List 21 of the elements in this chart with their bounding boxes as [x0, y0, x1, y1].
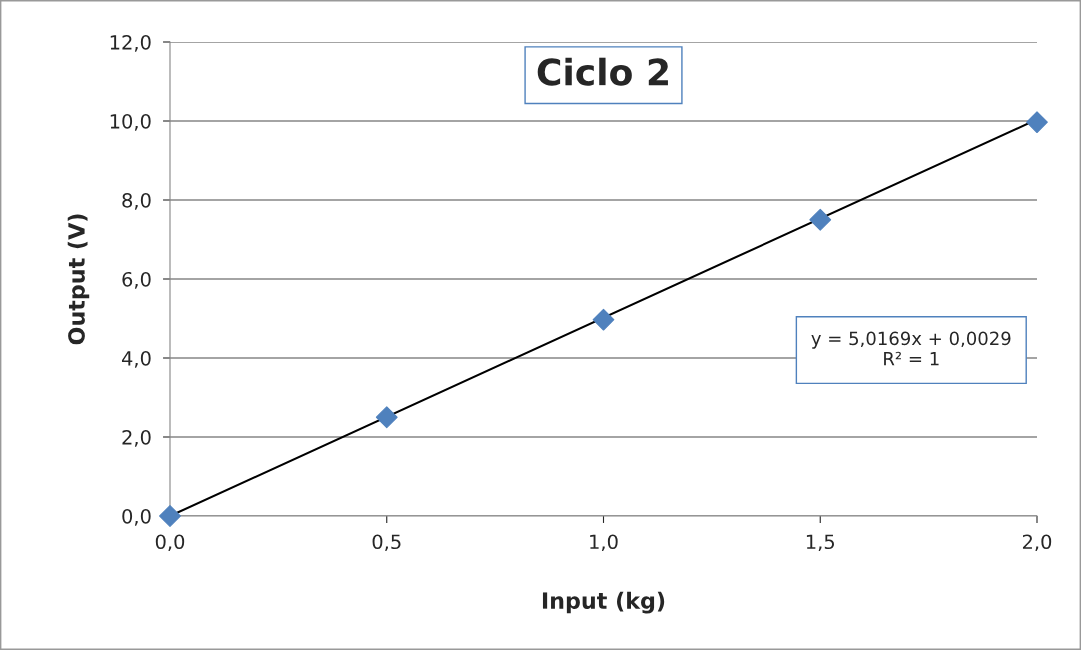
point — [159, 505, 181, 527]
y-tick-label: 10,0 — [110, 113, 151, 131]
point — [592, 308, 615, 331]
y-tick-label: 8,0 — [122, 192, 151, 210]
x-axis-title: Input (kg) — [542, 591, 665, 614]
point — [375, 406, 398, 429]
y-axis-title: Output (V) — [67, 214, 90, 345]
chart-title: Ciclo 2 — [537, 57, 668, 86]
y-tick-label: 4,0 — [121, 350, 151, 368]
point — [1026, 111, 1048, 134]
y-tick-label: 12,0 — [110, 34, 151, 52]
y-tick-label: 0,0 — [122, 508, 151, 526]
x-tick-label: 2,0 — [1022, 534, 1052, 552]
x-tick-label: 0,0 — [155, 534, 185, 552]
annotation: y = 5,0169x + 0,0029 R² = 1 — [811, 331, 1011, 366]
x-tick-label: 1,5 — [806, 534, 835, 552]
point — [809, 208, 832, 231]
y-tick-label: 6,0 — [122, 271, 151, 289]
y-tick-label: 2,0 — [122, 429, 151, 447]
x-tick-label: 0,5 — [372, 534, 401, 552]
x-tick-label: 1,0 — [590, 534, 618, 552]
